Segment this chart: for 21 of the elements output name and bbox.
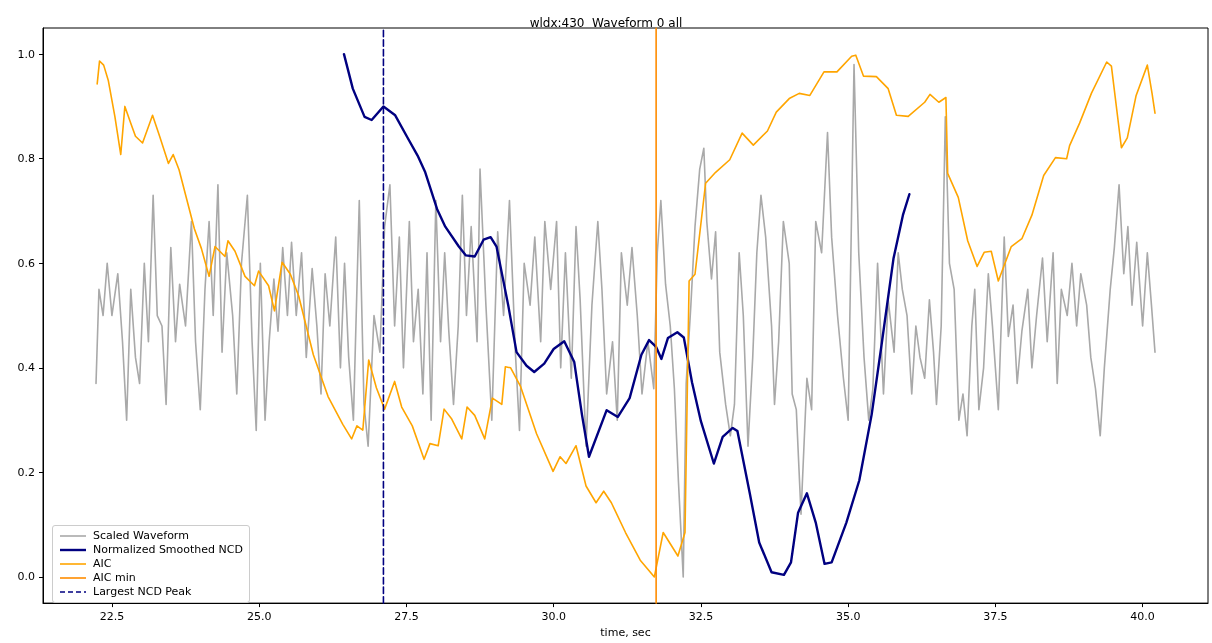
x-tick-label: 22.5 xyxy=(99,610,125,624)
x-tick-label: 35.0 xyxy=(835,610,861,624)
x-tick-label: 30.0 xyxy=(541,610,566,624)
legend-label: AIC min xyxy=(93,571,136,585)
x-tick-label: 37.5 xyxy=(983,610,1008,624)
y-tick-label: 0.2 xyxy=(17,465,35,479)
x-tick-label: 25.0 xyxy=(246,610,272,624)
legend-label: Scaled Waveform xyxy=(93,529,189,543)
x-tick-label: 32.5 xyxy=(688,610,714,624)
y-tick-label: 0.4 xyxy=(17,361,35,375)
x-axis-title: time, sec xyxy=(600,626,651,639)
x-tick-label: 27.5 xyxy=(394,610,419,624)
chart-title: wldx:430 Waveform 0 all xyxy=(529,16,683,30)
legend-label: Largest NCD Peak xyxy=(93,585,192,599)
y-tick-label: 1.0 xyxy=(17,47,35,61)
y-tick-label: 0.0 xyxy=(17,570,35,584)
y-tick-label: 0.8 xyxy=(17,152,35,166)
legend-label: AIC xyxy=(93,557,112,571)
legend-label: Normalized Smoothed NCD xyxy=(93,543,243,557)
y-tick-label: 0.6 xyxy=(17,256,35,270)
x-tick-label: 40.0 xyxy=(1130,610,1155,624)
